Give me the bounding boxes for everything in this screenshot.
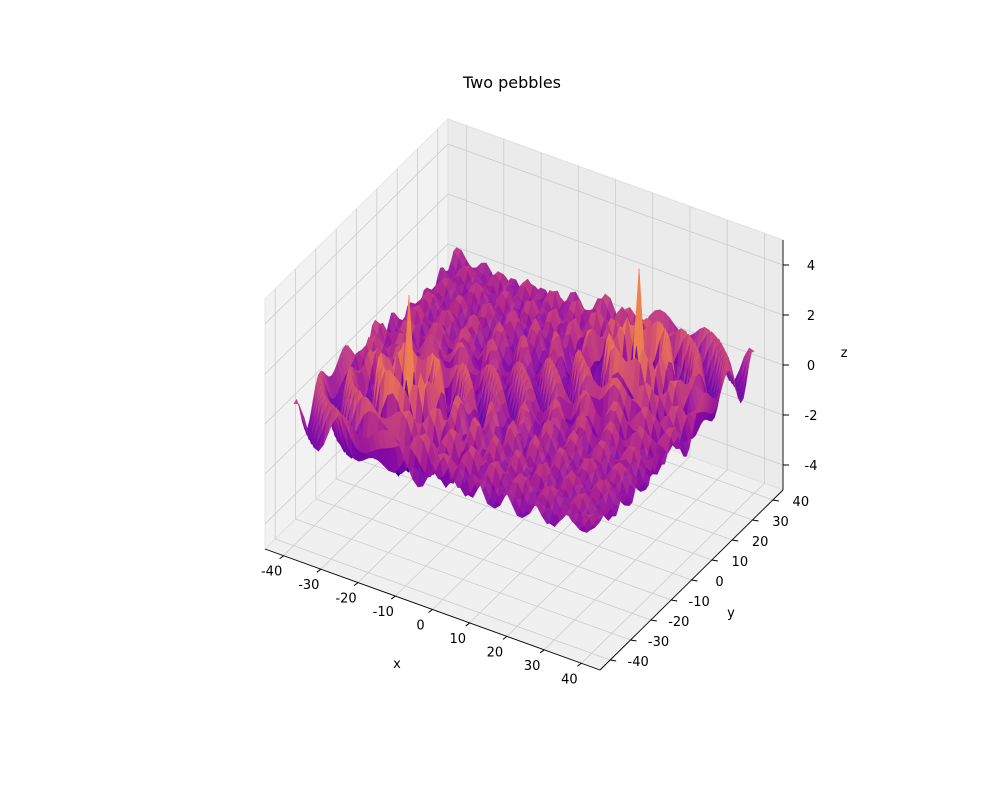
grid-line-y [274,289,611,661]
z-tick-label: -4 [805,459,818,474]
grid-line-x [506,206,691,637]
y-tick-label: -40 [628,655,649,670]
grid-line-x [581,233,765,664]
axes [264,240,789,671]
y-tick-mark [752,519,759,522]
y-axis-label: y [727,606,735,621]
grid-line-y [295,269,631,641]
x-tick-label: 30 [524,659,541,674]
y-tick-mark [711,559,718,562]
grid-line-y [335,229,672,601]
z-axis-label: z [841,346,848,361]
x-tick-mark [353,582,359,587]
y-tick-label: -10 [689,595,710,610]
z-tick-label: 2 [807,309,815,324]
tick-labels: -40-30-20-10010203040-40-30-20-100102030… [261,259,817,687]
x-axis-label: x [393,657,401,672]
x-tick-label: 10 [449,632,466,647]
y-tick-label: -20 [668,615,689,630]
y-tick-label: 0 [715,575,723,590]
y-tick-mark [671,599,678,602]
y-tick-label: 30 [772,515,789,530]
y-tick-mark [630,639,637,642]
x-tick-mark [428,609,433,613]
chart-title: Two pebbles [462,73,561,92]
z-tick-label: -2 [805,409,818,424]
y-tick-mark [691,579,698,582]
surface-mesh [293,247,755,533]
y-tick-label: 10 [732,555,749,570]
x-tick-mark [390,595,396,600]
y-tick-label: -30 [648,635,669,650]
x-tick-mark [279,555,284,560]
surface-patch [586,513,595,518]
x-tick-mark [539,649,545,654]
y-tick-mark [610,659,617,662]
y-tick-label: 40 [793,495,810,510]
x-tick-label: -10 [373,605,394,620]
z-tick-label: 0 [807,359,815,374]
x-tick-mark [465,622,471,627]
x-tick-mark [577,662,582,667]
y-tick-mark [650,619,657,622]
x-tick-label: -20 [335,592,356,607]
z-tick-label: 4 [807,259,815,274]
grid-line-x [543,219,728,651]
x-tick-label: 20 [487,645,504,660]
grid-line-z [264,143,784,325]
grid-line-y [315,249,651,621]
y-tick-mark [772,499,779,502]
x-tick-mark [316,568,322,573]
x-tick-label: -30 [298,578,319,593]
x-tick-mark [502,635,508,640]
x-tick-label: 0 [416,619,424,634]
y-tick-mark [732,539,739,542]
grid-line-z [264,193,784,375]
y-tick-label: 20 [752,535,769,550]
x-tick-label: -40 [261,565,282,580]
x-tick-label: 40 [561,672,578,687]
